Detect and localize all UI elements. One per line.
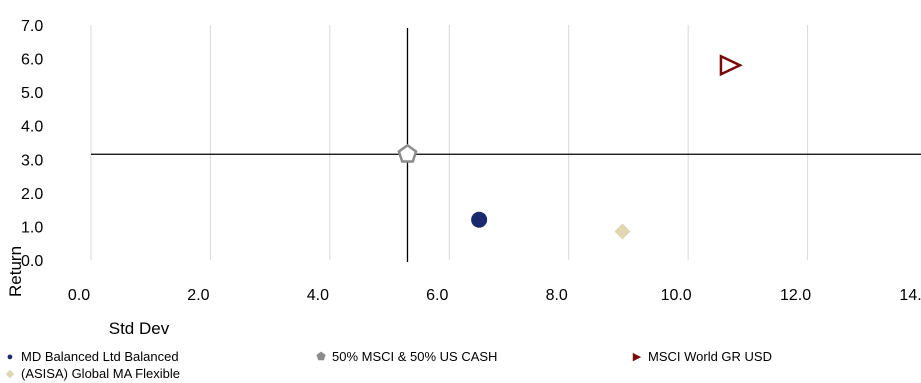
x-tick-label: 0.0 [68,287,90,304]
triangle-right-marker-icon: ▶ [632,351,642,363]
diamond-marker-icon: ◆ [5,368,15,380]
legend-label: 50% MSCI & 50% US CASH [332,349,498,364]
y-tick-label: 7.0 [21,18,43,35]
legend-label: (ASISA) Global MA Flexible [21,366,180,381]
x-tick-label: 10.0 [661,287,692,304]
data-points [397,54,743,240]
x-tick-label: 8.0 [546,287,568,304]
legend-item-msci-world: ▶ MSCI World GR USD [630,349,772,364]
legend-item-asisa-global: ◆ (ASISA) Global MA Flexible [3,366,180,381]
x-tick-label: 12.0 [780,287,811,304]
reference-lines [91,28,921,262]
legend-label: MSCI World GR USD [648,349,772,364]
pentagon-marker-icon: ⬟ [316,351,326,363]
x-axis-ticks: 0.0 2.0 4.0 6.0 8.0 10.0 12.0 14.0 [68,287,921,304]
legend-label: MD Balanced Ltd Balanced [21,349,179,364]
legend-item-md-balanced: ● MD Balanced Ltd Balanced [3,349,179,364]
x-tick-label: 14.0 [899,287,921,304]
y-tick-label: 6.0 [21,52,43,69]
y-tick-label: 1.0 [21,219,43,236]
y-axis-title: Return [6,246,25,297]
legend-item-50-msci-us-cash: ⬟ 50% MSCI & 50% US CASH [314,349,497,364]
y-axis-ticks: 0.0 1.0 2.0 3.0 4.0 5.0 6.0 7.0 [21,18,43,270]
x-tick-label: 6.0 [426,287,448,304]
x-axis-title: Std Dev [109,319,170,338]
data-point-circle [471,211,488,228]
data-point-diamond [614,223,631,240]
circle-marker-icon: ● [6,350,14,363]
y-tick-label: 4.0 [21,119,43,136]
x-tick-label: 4.0 [307,287,329,304]
y-tick-label: 0.0 [21,253,43,270]
grid-lines [90,25,809,260]
y-tick-label: 2.0 [21,186,43,203]
data-point-triangle [719,54,743,77]
y-tick-label: 5.0 [21,85,43,102]
y-tick-label: 3.0 [21,152,43,169]
x-tick-label: 2.0 [187,287,209,304]
data-point-pentagon [397,143,418,163]
